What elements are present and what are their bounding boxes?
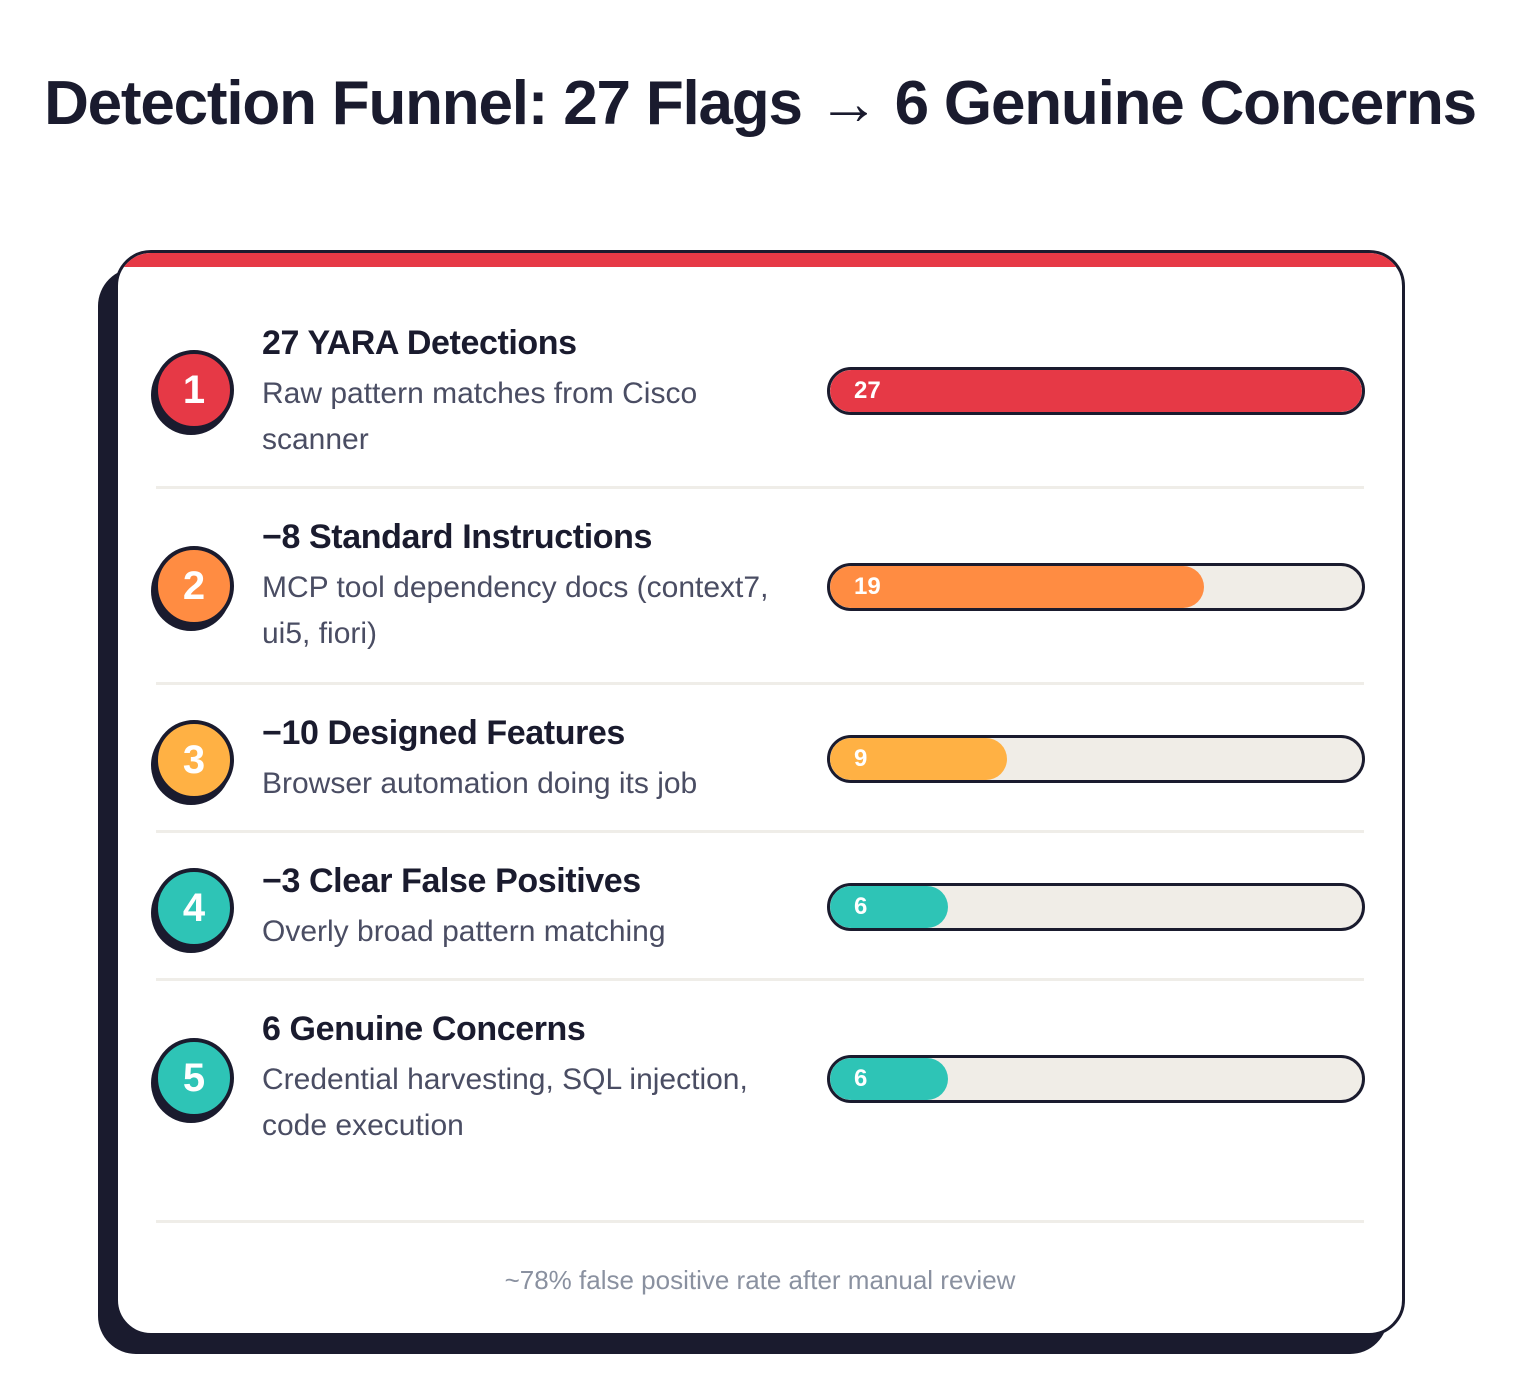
stage-description: Credential harvesting, SQL injection, co… [262,1063,748,1142]
stage-bar-value: 27 [854,377,881,404]
stage-bar-value: 6 [854,893,868,920]
stage-bar-track: 9 [827,735,1365,783]
stage-title: 27 YARA Detections [262,324,577,362]
stage-number-badge: 4 [154,868,234,948]
stage-title: 6 Genuine Concerns [262,1010,586,1048]
stage-bar-fill [830,566,1204,608]
stage-description: Overly broad pattern matching [262,915,666,948]
stage-title: −3 Clear False Positives [262,862,641,900]
stage-divider [156,486,1364,489]
stage-bar-fill [830,1058,948,1100]
chart-title: Detection Funnel: 27 Flags → 6 Genuine C… [44,69,1477,138]
stage-description: Raw pattern matches from Cisco scanner [262,377,698,456]
stage-number-badge: 2 [154,546,234,626]
stage-bar-track: 27 [827,367,1365,415]
stage-bar-value: 19 [854,573,881,600]
stage-number-badge: 3 [154,720,234,800]
footer-note: ~78% false positive rate after manual re… [504,1265,1016,1295]
stage-bar-fill [830,738,1007,780]
stage-description: Browser automation doing its job [262,767,698,800]
stage-divider [156,682,1364,685]
stage-description: MCP tool dependency docs (context7, ui5,… [262,571,769,650]
footer-divider [156,1220,1364,1223]
stage-bar-fill [830,370,1362,412]
stage-bar-track: 6 [827,883,1365,931]
stage-divider [156,978,1364,981]
stage-bar-value: 9 [854,745,868,772]
stage-bar-track: 19 [827,563,1365,611]
stage-divider [156,830,1364,833]
stage-bar-value: 6 [854,1065,868,1092]
card-accent-bar [118,253,1402,267]
stage-number-badge: 1 [154,350,234,430]
funnel-card: 1 27 YARA Detections Raw pattern matches… [115,250,1405,1336]
stage-bar-fill [830,886,948,928]
stage-title: −8 Standard Instructions [262,518,652,556]
stage-title: −10 Designed Features [262,714,625,752]
stage-number-badge: 5 [154,1038,234,1118]
stage-bar-track: 6 [827,1055,1365,1103]
